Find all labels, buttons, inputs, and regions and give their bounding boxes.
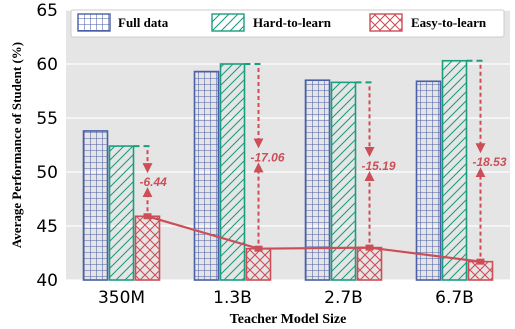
gap-label: -18.53 xyxy=(473,155,507,169)
x-tick-label: 1.3B xyxy=(213,288,252,308)
y-tick-label: 50 xyxy=(36,163,58,183)
bar-hard-to-learn xyxy=(330,81,357,281)
bar-full-data xyxy=(193,70,220,281)
legend-swatch-easy-to-learn xyxy=(369,13,403,32)
bar-full-data xyxy=(82,130,109,281)
bar-full-data xyxy=(304,79,331,281)
x-axis-ticks: 350M 1.3B 2.7B 6.7B xyxy=(98,288,474,308)
x-tick-label: 350M xyxy=(98,288,145,308)
legend-label-full-data: Full data xyxy=(118,15,169,30)
easy-to-learn-marker xyxy=(143,213,152,220)
bar-hard-to-learn xyxy=(441,59,468,281)
gap-label: -6.44 xyxy=(140,175,168,189)
easy-to-learn-line xyxy=(147,215,481,263)
bar-hard-to-learn xyxy=(219,63,246,281)
legend: Full data Hard-to-learn Easy-to-learn xyxy=(70,9,505,38)
legend-label-hard-to-learn: Hard-to-learn xyxy=(253,15,332,30)
x-axis-title: Teacher Model Size xyxy=(230,312,347,327)
y-tick-label: 40 xyxy=(36,271,58,291)
easy-to-learn-marker xyxy=(254,245,263,252)
y-tick-label: 55 xyxy=(36,109,58,129)
legend-label-easy-to-learn: Easy-to-learn xyxy=(411,15,487,30)
y-axis-title: Average Performance of Student (%) xyxy=(9,42,24,248)
easy-to-learn-marker xyxy=(365,244,374,251)
y-tick-label: 65 xyxy=(36,1,58,21)
gap-label: -17.06 xyxy=(251,150,285,164)
y-tick-label: 45 xyxy=(36,217,58,237)
x-tick-label: 2.7B xyxy=(324,288,363,308)
y-axis-ticks: 40 45 50 55 60 65 xyxy=(36,1,58,291)
x-tick-label: 6.7B xyxy=(435,288,474,308)
bar-easy-to-learn xyxy=(356,246,383,281)
gap-annotations: -6.44 -17.06 -15.19 -18.53 xyxy=(133,59,507,257)
legend-swatch-full-data xyxy=(77,13,111,32)
bar-easy-to-learn xyxy=(245,247,272,281)
gap-label: -15.19 xyxy=(362,159,396,173)
bar-hard-to-learn xyxy=(108,145,135,281)
bar-full-data xyxy=(415,80,442,281)
bar-easy-to-learn xyxy=(134,215,161,281)
easy-to-learn-trend-line xyxy=(143,213,485,265)
legend-swatch-hard-to-learn xyxy=(211,13,245,32)
easy-to-learn-marker xyxy=(476,258,485,265)
y-tick-label: 60 xyxy=(36,55,58,75)
